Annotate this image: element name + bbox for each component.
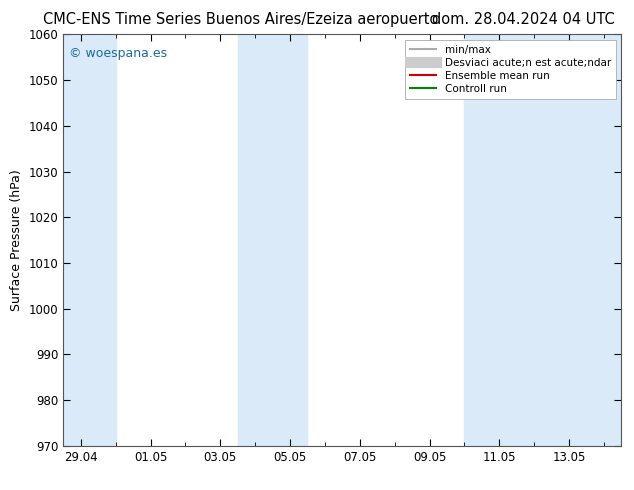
Text: dom. 28.04.2024 04 UTC: dom. 28.04.2024 04 UTC <box>432 12 615 27</box>
Legend: min/max, Desviaci acute;n est acute;ndar, Ensemble mean run, Controll run: min/max, Desviaci acute;n est acute;ndar… <box>405 40 616 99</box>
Bar <box>464 34 621 446</box>
Text: CMC-ENS Time Series Buenos Aires/Ezeiza aeropuerto: CMC-ENS Time Series Buenos Aires/Ezeiza … <box>43 12 439 27</box>
Bar <box>63 34 115 446</box>
Bar <box>238 34 307 446</box>
Y-axis label: Surface Pressure (hPa): Surface Pressure (hPa) <box>10 169 23 311</box>
Text: © woespana.es: © woespana.es <box>69 47 167 60</box>
